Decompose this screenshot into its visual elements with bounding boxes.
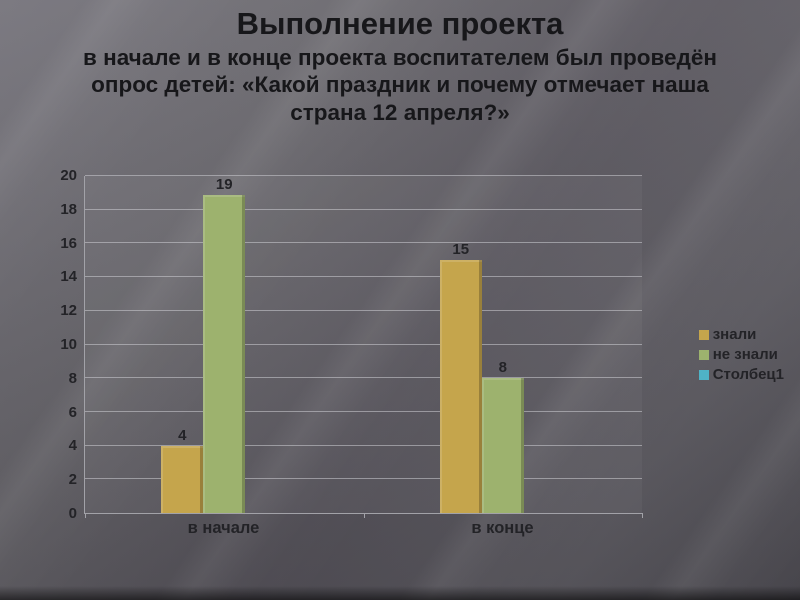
y-tick-label: 16 [60, 234, 77, 252]
bar-row: 4 19 [161, 176, 287, 513]
x-axis-tick [642, 513, 643, 518]
legend-label: знали [712, 326, 757, 343]
gridline [85, 343, 642, 345]
bar-value-label: 8 [498, 359, 507, 377]
y-axis: 0 2 4 6 8 10 12 14 16 18 20 [50, 167, 84, 522]
x-axis-tick [85, 513, 86, 518]
bar-row: 15 8 [439, 176, 566, 513]
x-axis-tick [363, 513, 365, 518]
bar-value-label: 4 [178, 426, 187, 444]
slide-title: Выполнение проекта [236, 6, 564, 41]
category-group: 4 19 [85, 176, 364, 513]
slide-subtitle: в начале и в конце проекта воспитателем … [83, 44, 717, 125]
legend-label: не знали [712, 346, 778, 363]
y-tick-label: 8 [68, 369, 77, 387]
gridline [85, 276, 642, 278]
bar-value-label: 15 [452, 241, 470, 259]
bar-groups: 4 19 15 8 [85, 176, 642, 513]
bar-slot: 8 [481, 176, 524, 513]
bar-slot [524, 176, 566, 513]
bar-slot: 19 [203, 176, 246, 513]
x-axis-labels: в начале в конце [84, 514, 642, 544]
y-tick-label: 18 [60, 200, 77, 218]
bar-slot: 15 [439, 176, 482, 513]
y-tick-label: 10 [60, 336, 77, 353]
legend-item: не знали [698, 346, 784, 363]
bar-chart: 0 2 4 6 8 10 12 14 16 18 20 4 19 15 8 в начале в конце [50, 167, 643, 544]
bar-не знали [481, 378, 524, 513]
bar-value-label: 19 [215, 176, 233, 193]
gridline [85, 175, 642, 176]
y-tick-label: 4 [68, 437, 77, 455]
legend-swatch [698, 329, 709, 340]
legend-item: знали [698, 326, 784, 343]
title-block: Выполнение проекта в начале и в конце пр… [45, 6, 755, 126]
y-tick-label: 14 [60, 268, 77, 286]
y-tick-label: 0 [68, 505, 77, 522]
chart-grid: 0 2 4 6 8 10 12 14 16 18 20 4 19 15 8 в начале в конце [50, 167, 643, 544]
plot-area: 4 19 15 8 [84, 175, 643, 518]
y-tick-label: 2 [68, 471, 77, 489]
bar-slot: 4 [161, 176, 204, 513]
y-tick-label: 20 [60, 167, 77, 184]
bar-не знали [203, 195, 246, 513]
legend-swatch [698, 369, 709, 380]
category-label: в начале [187, 519, 260, 537]
bar-знали [161, 445, 204, 513]
legend-label: Столбец1 [712, 366, 784, 383]
bar-знали [439, 260, 482, 513]
chart-legend: знали не знали Столбец1 [698, 326, 784, 383]
gridline [85, 410, 642, 412]
legend-swatch [698, 349, 709, 360]
gridline [85, 242, 642, 244]
gridline [85, 444, 642, 446]
category-group: 15 8 [364, 176, 643, 513]
legend-item: Столбец1 [698, 366, 784, 383]
gridline [85, 478, 642, 480]
y-tick-label: 6 [68, 403, 77, 421]
category-label: в конце [471, 519, 534, 537]
gridline [85, 377, 642, 379]
bar-slot [245, 176, 287, 513]
gridline [85, 208, 642, 210]
gridline [85, 309, 642, 311]
y-tick-label: 12 [60, 302, 77, 320]
